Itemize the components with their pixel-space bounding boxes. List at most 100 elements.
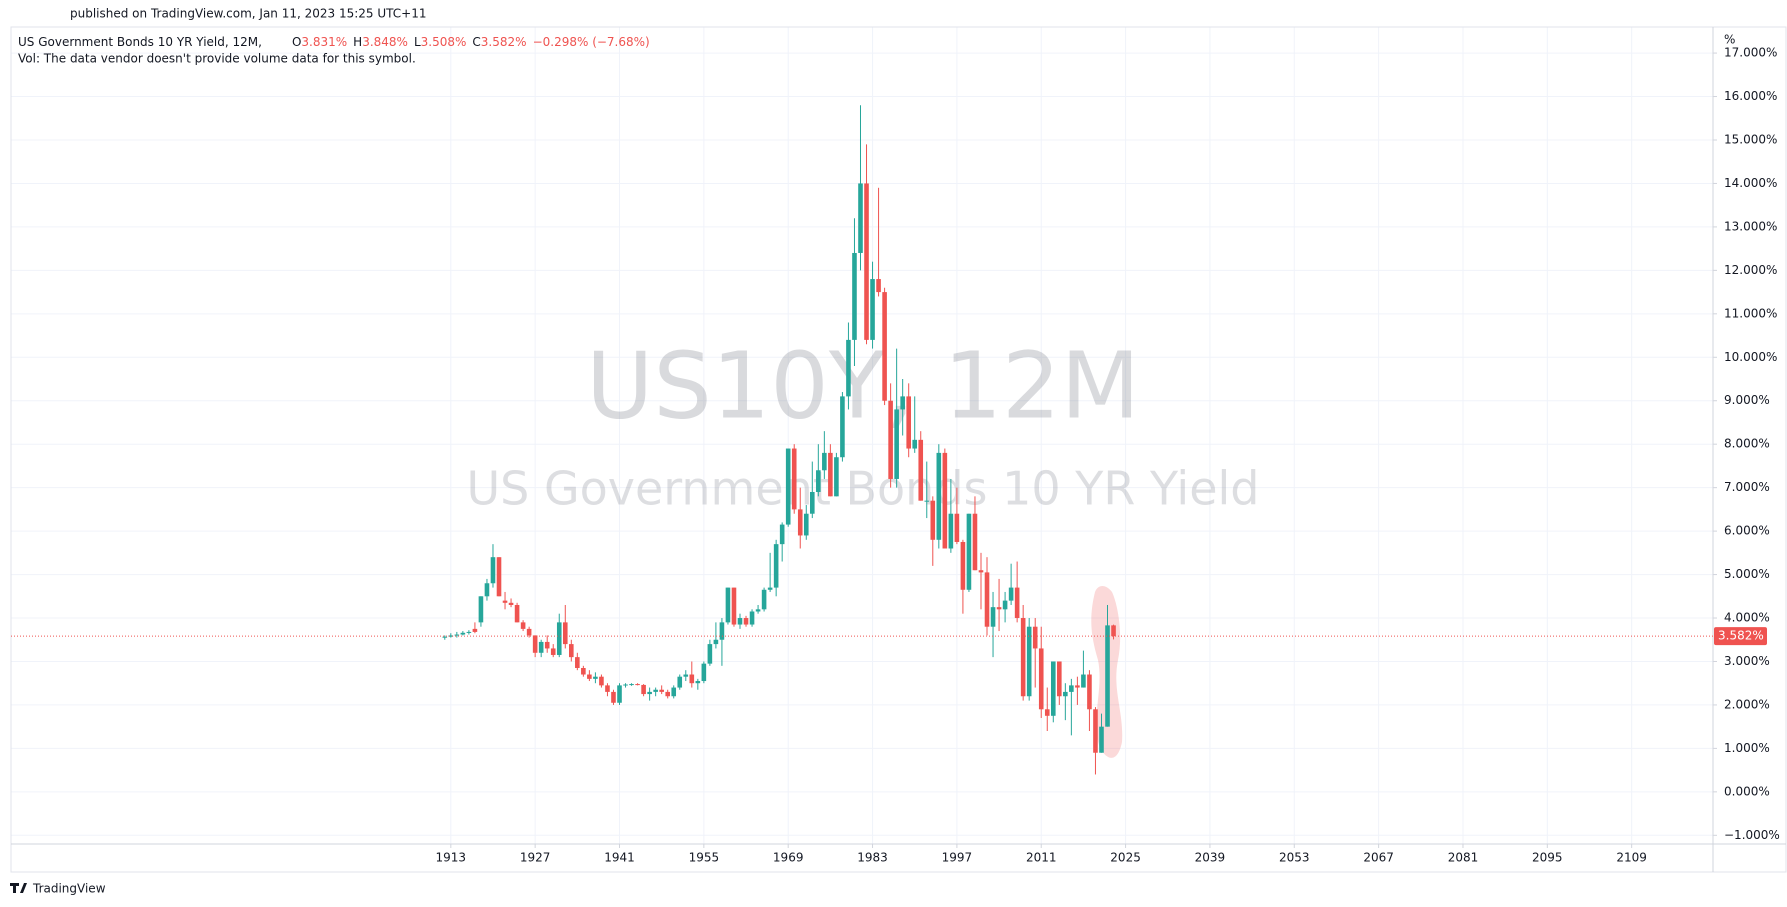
candle-body: [1075, 685, 1080, 688]
candle-body: [508, 602, 514, 605]
watermark-symbol: US10Y, 12M: [586, 332, 1140, 439]
candle-body: [767, 587, 773, 590]
candle-body: [713, 639, 719, 645]
candle-body: [984, 572, 990, 627]
candle-body: [852, 252, 857, 340]
brand-name: TradingView: [32, 882, 106, 896]
x-tick-label: 1927: [520, 851, 551, 865]
y-tick-label: 15.000%: [1724, 132, 1777, 146]
candle-body: [791, 448, 797, 510]
x-tick-label: 2067: [1363, 851, 1394, 865]
candle-body: [900, 396, 905, 410]
brand: TradingView: [10, 882, 106, 896]
y-tick-label: 13.000%: [1724, 219, 1777, 233]
candle-body: [822, 452, 827, 471]
candle-body: [978, 570, 984, 573]
candle-body: [954, 513, 960, 542]
ohlc-label: H: [353, 35, 362, 49]
candle-body: [575, 657, 580, 668]
candle-body: [683, 674, 689, 677]
candle-body: [840, 396, 845, 458]
x-tick-label: 2011: [1026, 851, 1057, 865]
candle-body: [605, 685, 610, 692]
candle-body: [924, 500, 930, 502]
x-tick-label: 1955: [689, 851, 720, 865]
x-tick-label: 2109: [1616, 851, 1647, 865]
candle-body: [623, 684, 628, 686]
x-tick-label: 1997: [942, 851, 973, 865]
candle-body: [587, 674, 592, 679]
last-price-box: [1714, 627, 1767, 646]
candle-body: [761, 589, 767, 610]
candle-body: [496, 557, 502, 597]
candle-body: [569, 644, 574, 658]
ohlc-legend: O3.831% H3.848% L3.508% C3.582%: [292, 35, 527, 49]
change: −0.298% (−7.68%): [533, 35, 650, 49]
y-tick-label: −1.000%: [1724, 828, 1780, 842]
candle-body: [1069, 685, 1074, 692]
candle-body: [593, 676, 598, 679]
candle-body: [960, 541, 966, 590]
candle-body: [581, 667, 586, 675]
candle-body: [846, 339, 851, 397]
candle-body: [502, 600, 508, 603]
y-tick-label: 10.000%: [1724, 350, 1777, 364]
ohlc-label: L: [414, 35, 421, 49]
x-tick-label: 2095: [1532, 851, 1563, 865]
candle-body: [882, 292, 887, 401]
y-tick-label: 7.000%: [1724, 480, 1770, 494]
candle-body: [671, 687, 677, 697]
candle-body: [1050, 661, 1056, 716]
candle-body: [611, 691, 616, 703]
x-tick-label: 1941: [604, 851, 635, 865]
candle-body: [858, 183, 863, 253]
candle-body: [466, 631, 472, 633]
candle-body: [785, 448, 791, 525]
candle-body: [828, 452, 833, 497]
x-tick-label: 2025: [1110, 851, 1141, 865]
candle-body: [695, 681, 701, 684]
candle-body: [948, 513, 954, 549]
candle-body: [689, 674, 695, 684]
grid: [11, 27, 1713, 844]
candle-body: [803, 513, 809, 536]
volume-note: Vol: The data vendor doesn't provide vol…: [18, 52, 416, 66]
candle-body: [659, 689, 664, 692]
y-tick-label: 9.000%: [1724, 393, 1770, 407]
candle-body: [942, 452, 948, 549]
candle-body: [478, 596, 484, 623]
candle-body: [743, 618, 749, 625]
candle-body: [1044, 709, 1050, 716]
candle-body: [544, 641, 550, 649]
x-tick-label: 2039: [1195, 851, 1226, 865]
candle-body: [442, 636, 448, 638]
candle-body: [1081, 674, 1086, 688]
candle-body: [472, 628, 478, 632]
y-tick-label: 0.000%: [1724, 784, 1770, 798]
candle-body: [1032, 626, 1038, 649]
ohlc-value: 3.508%: [421, 35, 467, 49]
candle-body: [556, 622, 562, 655]
candle-body: [737, 618, 743, 625]
candle-body: [749, 611, 755, 625]
candle-body: [912, 439, 918, 449]
candle-body: [797, 509, 803, 536]
y-tick-label: 11.000%: [1724, 306, 1777, 320]
watermark-name: US Government Bonds 10 YR Yield: [467, 462, 1260, 516]
candle-body: [1008, 587, 1014, 601]
candle-body: [834, 457, 839, 497]
candle-body: [653, 689, 658, 692]
candle-body: [725, 587, 731, 623]
candle-body: [617, 685, 622, 703]
legend-line: US Government Bonds 10 YR Yield, 12M, O3.…: [18, 35, 650, 49]
candle-body: [454, 634, 460, 636]
ohlc-value: 3.848%: [362, 35, 408, 49]
candle-body: [1026, 626, 1032, 697]
candles: [442, 105, 1116, 775]
candle-body: [779, 524, 785, 545]
x-tick-label: 2053: [1279, 851, 1310, 865]
ohlc-value: 3.831%: [301, 35, 347, 49]
candle-body: [755, 609, 761, 612]
candle-body: [1063, 691, 1068, 697]
